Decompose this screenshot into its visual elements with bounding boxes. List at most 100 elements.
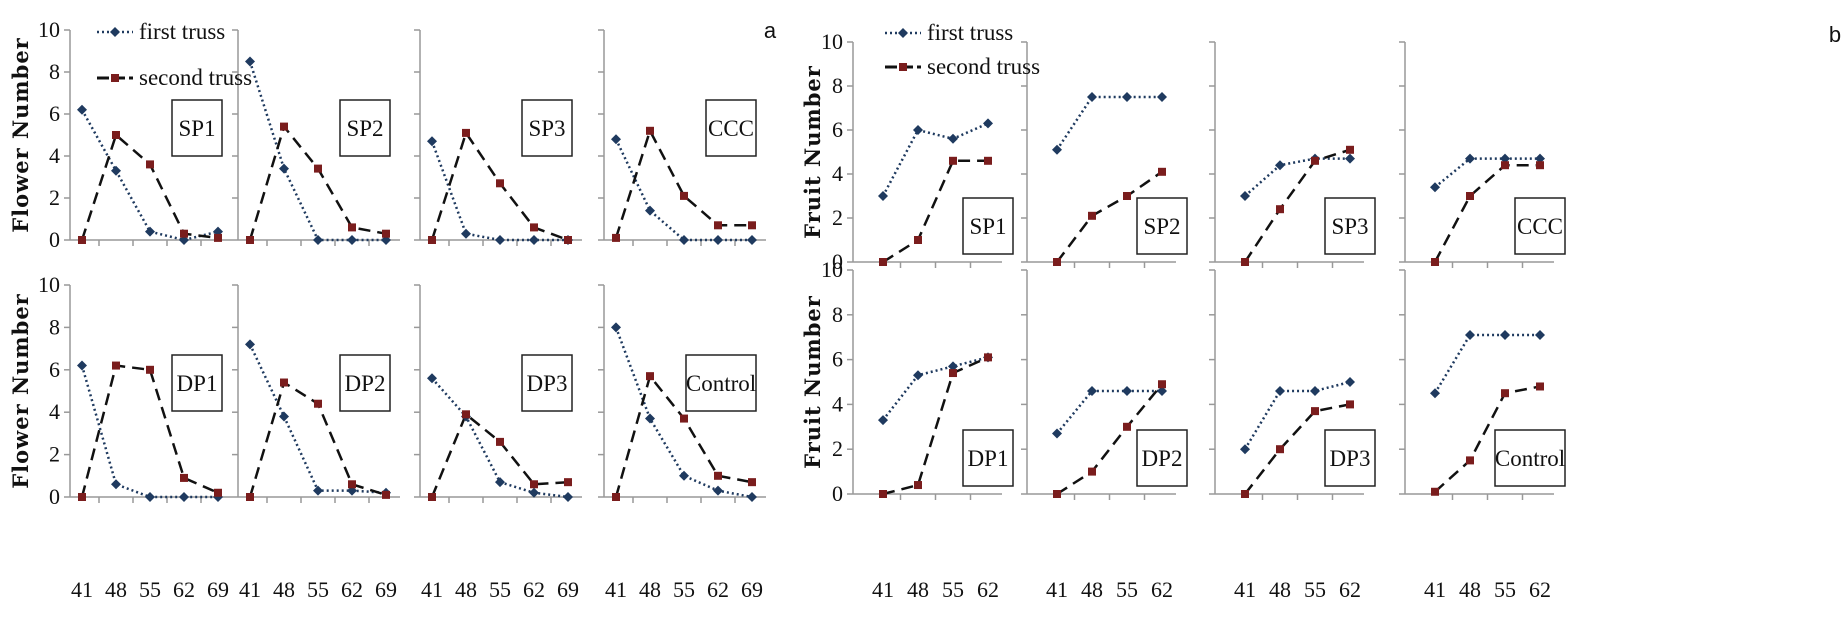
data-point-first-truss xyxy=(1240,444,1250,455)
series-line-first-truss xyxy=(1055,95,1162,151)
legend-panel-a: first truss second truss xyxy=(97,19,252,90)
data-point-second-truss xyxy=(748,478,756,487)
data-point-second-truss xyxy=(428,493,436,501)
data-point-second-truss xyxy=(1241,490,1249,498)
data-point-first-truss xyxy=(983,118,993,129)
data-point-first-truss xyxy=(747,492,757,502)
data-point-first-truss xyxy=(1500,329,1510,340)
x-tick-label: 41 xyxy=(1234,577,1256,602)
y-tick-label: 10 xyxy=(38,272,60,297)
data-point-first-truss xyxy=(1465,329,1475,340)
y-axis-label: Flower Number xyxy=(8,37,33,233)
data-point-second-truss xyxy=(214,488,222,497)
x-tick-label: 62 xyxy=(707,577,729,602)
x-tick-label: 41 xyxy=(71,577,93,602)
data-point-second-truss xyxy=(382,229,390,238)
data-point-first-truss xyxy=(245,56,255,67)
data-point-first-truss xyxy=(279,163,289,174)
series-line-second-truss xyxy=(882,356,989,496)
y-tick-label: 2 xyxy=(49,185,60,210)
data-point-first-truss xyxy=(279,411,289,422)
legend-marker-second-truss xyxy=(899,63,907,71)
x-tick-label: 48 xyxy=(105,577,127,602)
y-tick-label: 8 xyxy=(49,59,60,84)
x-tick-label: 41 xyxy=(872,577,894,602)
data-point-second-truss xyxy=(462,128,470,137)
data-point-second-truss xyxy=(564,478,572,487)
subplot-label: CCC xyxy=(708,116,754,141)
data-point-second-truss xyxy=(680,414,688,423)
subplot-label-box xyxy=(1324,429,1376,487)
data-point-first-truss xyxy=(1087,385,1097,396)
data-point-second-truss xyxy=(1053,490,1061,498)
series-line-second-truss xyxy=(1056,170,1163,263)
data-point-second-truss xyxy=(280,122,288,131)
series-line-second-truss xyxy=(1434,385,1541,493)
data-point-second-truss xyxy=(1053,258,1061,266)
data-point-second-truss xyxy=(180,473,188,482)
y-tick-label: 2 xyxy=(49,442,60,467)
subplot-label: SP3 xyxy=(528,116,565,141)
data-point-second-truss xyxy=(246,493,254,501)
data-point-second-truss xyxy=(984,353,992,362)
x-tick-label: 41 xyxy=(239,577,261,602)
data-point-second-truss xyxy=(1276,205,1284,214)
subplot-ccc: CCC xyxy=(598,29,766,246)
subplot-sp3: SP3 xyxy=(414,29,582,246)
series-line-first-truss xyxy=(430,140,568,242)
data-point-second-truss xyxy=(314,399,322,408)
legend-label-first-truss: first truss xyxy=(139,19,225,44)
data-point-second-truss xyxy=(1501,389,1509,398)
subplot-label-box xyxy=(962,429,1014,487)
subplot-label-box xyxy=(1136,197,1188,255)
y-tick-label: 2 xyxy=(832,436,843,461)
data-point-second-truss xyxy=(949,156,957,165)
subplot-label-box xyxy=(1324,197,1376,255)
subplot-label: SP1 xyxy=(178,116,215,141)
y-tick-label: 6 xyxy=(49,101,60,126)
data-point-first-truss xyxy=(611,322,621,333)
data-point-first-truss xyxy=(679,470,689,481)
series-line-first-truss xyxy=(882,356,989,421)
x-tick-label: 41 xyxy=(421,577,443,602)
data-point-first-truss xyxy=(145,492,155,502)
series-line-first-truss xyxy=(1433,333,1540,394)
series-line-second-truss xyxy=(1056,383,1163,496)
data-point-first-truss xyxy=(645,205,655,216)
y-tick-label: 0 xyxy=(49,227,60,252)
subplot-label-box xyxy=(521,354,573,412)
x-tick-label: 48 xyxy=(907,577,929,602)
data-point-second-truss xyxy=(1466,456,1474,465)
series-line-first-truss xyxy=(1056,389,1162,435)
series-line-first-truss xyxy=(80,109,219,242)
data-point-first-truss xyxy=(179,492,189,502)
data-point-first-truss xyxy=(495,477,505,488)
subplot-label: DP3 xyxy=(1330,446,1371,471)
subplot-sp3: SP3 xyxy=(1209,41,1376,268)
x-tick-label: 41 xyxy=(605,577,627,602)
y-tick-label: 6 xyxy=(832,347,843,372)
data-point-first-truss xyxy=(1052,428,1062,439)
subplot-label: Control xyxy=(686,371,756,396)
x-tick-label: 62 xyxy=(173,577,195,602)
subplot-label: SP2 xyxy=(1143,214,1180,239)
legend-marker-second-truss xyxy=(111,74,119,82)
series-line-second-truss xyxy=(1243,148,1351,263)
data-point-second-truss xyxy=(1311,156,1319,165)
y-axis-label: Fruit Number xyxy=(800,295,825,469)
y-tick-label: 6 xyxy=(832,117,843,142)
subplot-sp2: SP2 xyxy=(1021,41,1188,268)
data-point-first-truss xyxy=(1122,92,1132,102)
data-point-first-truss xyxy=(111,165,121,176)
data-point-second-truss xyxy=(949,369,957,378)
x-tick-label: 41 xyxy=(1046,577,1068,602)
data-point-second-truss xyxy=(112,361,120,370)
subplot-label: DP1 xyxy=(177,371,218,396)
data-point-second-truss xyxy=(462,410,470,419)
data-point-second-truss xyxy=(646,126,654,135)
data-point-first-truss xyxy=(1500,153,1510,164)
x-tick-label: 69 xyxy=(375,577,397,602)
series-line-second-truss xyxy=(1433,163,1540,263)
subplot-label-box xyxy=(705,99,757,157)
data-point-first-truss xyxy=(913,125,923,135)
